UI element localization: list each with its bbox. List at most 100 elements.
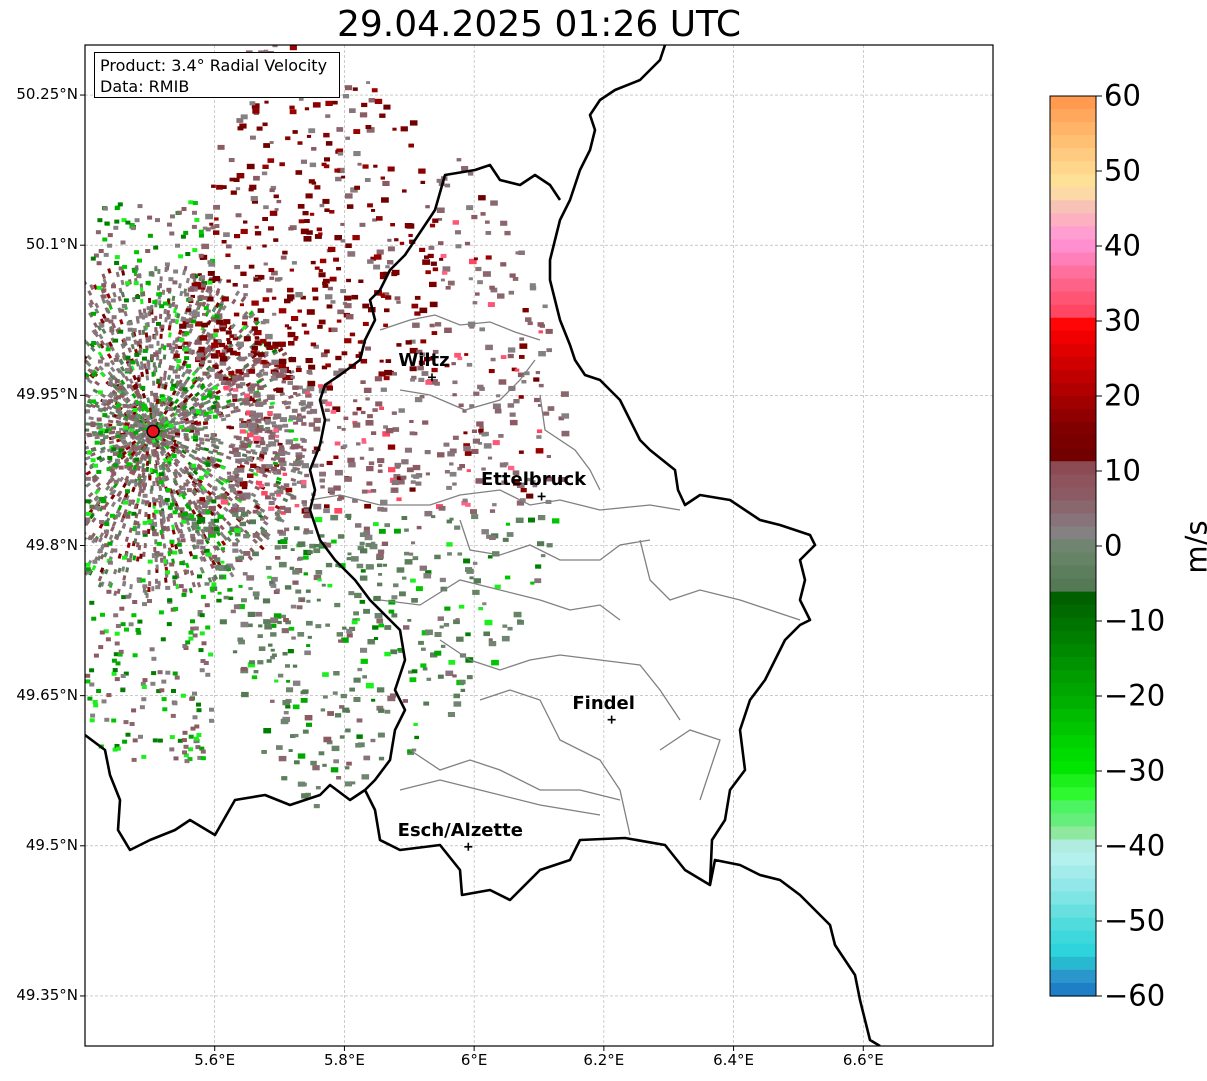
echo-cell — [148, 581, 152, 587]
echo-cell — [434, 632, 442, 637]
echo-cell — [176, 542, 182, 547]
echo-cell — [145, 249, 151, 253]
echo-cell — [211, 342, 219, 348]
echo-cell — [225, 455, 232, 460]
echo-cell — [154, 557, 158, 563]
echo-cell — [153, 245, 159, 250]
echo-cell — [409, 239, 416, 244]
echo-cell — [263, 205, 269, 210]
colorbar-segment — [1050, 904, 1096, 919]
echo-cell — [91, 564, 97, 571]
echo-cell — [204, 603, 210, 608]
echo-cell — [364, 503, 371, 509]
colorbar-segment — [1050, 226, 1096, 241]
echo-cell — [207, 271, 215, 276]
echo-cell — [117, 553, 122, 559]
echo-cell — [268, 441, 275, 446]
echo-cell — [131, 267, 136, 273]
echo-cell — [519, 355, 525, 359]
echo-cell — [93, 496, 100, 502]
echo-cell — [193, 626, 199, 631]
echo-cell — [24, 500, 30, 505]
echo-cell — [148, 407, 153, 413]
echo-cell — [78, 289, 83, 295]
echo-cell — [259, 468, 266, 474]
echo-cell — [438, 218, 443, 221]
echo-cell — [206, 495, 211, 500]
echo-cell — [76, 511, 82, 517]
echo-cell — [310, 760, 317, 766]
echo-cell — [12, 442, 17, 445]
echo-cell — [326, 304, 333, 309]
echo-cell — [238, 585, 243, 588]
colorbar-segment — [1050, 435, 1096, 449]
echo-cell — [92, 388, 99, 394]
echo-cell — [37, 452, 42, 456]
echo-cell — [147, 587, 151, 593]
echo-cell — [61, 355, 67, 360]
echo-cell — [183, 448, 190, 454]
echo-cell — [258, 352, 265, 357]
echo-cell — [198, 437, 204, 441]
echo-cell — [180, 419, 187, 425]
echo-cell — [300, 691, 305, 695]
echo-cell — [107, 541, 113, 546]
echo-cell — [464, 353, 469, 356]
echo-cell — [337, 167, 345, 174]
echo-cell — [300, 698, 308, 703]
echo-cell — [262, 122, 268, 127]
echo-cell — [43, 497, 49, 502]
echo-cell — [552, 518, 560, 524]
echo-cell — [156, 435, 163, 441]
echo-cell — [279, 505, 286, 510]
echo-cell — [365, 564, 374, 570]
echo-cell — [282, 250, 288, 255]
echo-cell — [232, 336, 239, 341]
echo-cell — [257, 660, 264, 665]
echo-cell — [280, 718, 289, 725]
echo-cell — [75, 564, 80, 570]
echo-cell — [179, 337, 184, 342]
echo-cell — [294, 467, 301, 472]
echo-cell — [303, 572, 308, 576]
echo-cell — [223, 565, 230, 570]
echo-cell — [187, 499, 194, 506]
echo-cell — [14, 368, 20, 373]
echo-cell — [320, 708, 326, 712]
echo-cell — [247, 611, 256, 617]
echo-cell — [77, 470, 83, 475]
echo-cell — [71, 355, 77, 361]
echo-cell — [97, 575, 103, 582]
echo-cell — [138, 458, 143, 465]
echo-cell — [114, 677, 120, 682]
echo-cell — [48, 312, 54, 318]
echo-cell — [316, 227, 322, 232]
echo-cell — [167, 325, 172, 331]
echo-cell — [170, 493, 175, 500]
echo-cell — [297, 557, 302, 561]
echo-cell — [249, 410, 256, 415]
echo-cell — [106, 458, 113, 464]
echo-cell — [136, 630, 142, 635]
echo-cell — [201, 395, 207, 400]
echo-cell — [168, 277, 174, 282]
echo-cell — [125, 281, 131, 286]
echo-cell — [49, 506, 55, 511]
echo-cell — [221, 493, 228, 498]
echo-cell — [412, 322, 420, 328]
echo-cell — [203, 447, 210, 452]
lat-label: 49.65°N — [16, 685, 78, 704]
echo-cell — [196, 382, 203, 389]
echo-cell — [165, 488, 171, 492]
echo-cell — [138, 734, 143, 739]
echo-cell — [424, 450, 431, 455]
echo-cell — [437, 674, 444, 679]
echo-cell — [474, 292, 480, 296]
echo-cell — [218, 440, 224, 445]
echo-cell — [229, 488, 236, 493]
echo-cell — [278, 341, 286, 347]
echo-cell — [219, 575, 224, 579]
echo-cell — [372, 218, 377, 222]
colorbar-segment — [1050, 982, 1096, 997]
echo-cell — [172, 479, 178, 486]
